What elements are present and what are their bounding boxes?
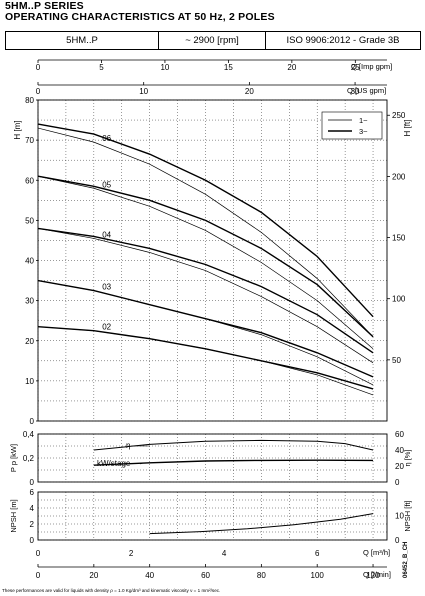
us-gpm-axis-label: Q [US gpm] (347, 86, 386, 95)
m3h-axis-label: Q [m³/h] (363, 548, 390, 557)
power-curve (93, 459, 374, 466)
power-label: kW/stage (97, 459, 131, 468)
m3h-tick-label: 6 (315, 549, 320, 558)
head-y-axis-label: H [m] (13, 120, 22, 139)
npsh-ft-tick-label: 0 (395, 536, 400, 545)
head-curve-03-1ph (37, 280, 374, 386)
lmin-axis-label: Q [l/min] (363, 570, 391, 579)
head-y-tick-label: 40 (25, 257, 34, 266)
imp-gpm-tick-label: 0 (36, 63, 41, 72)
standard-cell: ISO 9906:2012 - Grade 3B (265, 31, 421, 50)
npsh-curve (149, 513, 374, 535)
head-curve-04-1ph (37, 228, 374, 364)
npsh-ft-tick-label: 10 (395, 512, 404, 521)
m3h-tick-label: 4 (222, 549, 227, 558)
head-y-tick-label: 70 (25, 136, 34, 145)
eff-y-tick-label: 20 (395, 462, 404, 471)
head-curve-06-1ph (37, 127, 374, 337)
efficiency-curve (93, 439, 374, 451)
lmin-tick-label: 100 (311, 571, 325, 580)
imp-gpm-tick-label: 25 (351, 63, 360, 72)
imp-gpm-tick-label: 10 (160, 63, 169, 72)
legend-label-1ph: 1~ (359, 116, 368, 125)
curve-label-04: 04 (102, 230, 111, 239)
head-ft-tick-label: 150 (392, 234, 406, 243)
head-y-tick-label: 60 (25, 176, 34, 185)
lmin-tick-label: 0 (36, 571, 41, 580)
power-y-axis-label: P p [kW] (9, 444, 18, 472)
us-gpm-tick-label: 30 (351, 87, 360, 96)
imp-gpm-tick-label: 5 (99, 63, 104, 72)
drawing-code: 06452_B_CH (403, 541, 409, 578)
imp-gpm-tick-label: 20 (287, 63, 296, 72)
series-title: 5HM..P SERIES (5, 0, 84, 12)
npsh-y-tick-label: 2 (30, 520, 35, 529)
imp-gpm-axis-label: Q [Imp gpm] (351, 62, 392, 71)
head-y-tick-label: 20 (25, 337, 34, 346)
head-ft-tick-label: 200 (392, 172, 406, 181)
curve-label-03: 03 (102, 283, 111, 292)
head-curve-03-3ph (37, 279, 374, 378)
head-y-tick-label: 50 (25, 216, 34, 225)
npsh-y-tick-label: 4 (30, 504, 35, 513)
head-y-tick-label: 30 (25, 297, 34, 306)
lmin-tick-label: 20 (89, 571, 98, 580)
curve-label-02: 02 (102, 323, 111, 332)
lmin-tick-label: 80 (257, 571, 266, 580)
npsh-y-tick-label: 0 (30, 536, 35, 545)
legend-label-3ph: 3~ (359, 127, 368, 136)
efficiency-label: η (126, 441, 130, 450)
head-curve-02-1ph (37, 326, 374, 396)
head-y2-axis-label: H [ft] (403, 120, 412, 137)
power-y-tick-label: 0,4 (23, 430, 35, 439)
chart-subtitle: OPERATING CHARACTERISTICS AT 50 Hz, 2 PO… (5, 11, 275, 23)
power-leader (139, 462, 145, 465)
head-y-tick-label: 80 (25, 96, 34, 105)
npsh-y-axis-label: NPSH [m] (9, 499, 18, 532)
legend-box (321, 111, 383, 140)
eff-y-axis-label: η [%] (403, 449, 412, 466)
head-y-tick-label: 0 (30, 417, 35, 426)
lmin-tick-label: 60 (201, 571, 210, 580)
head-curve-05-1ph (37, 175, 374, 350)
eff-y-tick-label: 0 (395, 478, 400, 487)
us-gpm-tick-label: 20 (245, 87, 254, 96)
npsh-frame (37, 491, 388, 541)
eff-y-tick-label: 60 (395, 430, 404, 439)
head-curve-02-3ph (37, 326, 374, 390)
m3h-tick-label: 2 (129, 549, 134, 558)
us-gpm-tick-label: 0 (36, 87, 41, 96)
lmin-tick-label: 120 (366, 571, 380, 580)
npsh-y2-axis-label: NPSH [ft] (403, 500, 412, 531)
head-ft-tick-label: 100 (392, 295, 406, 304)
head-y-tick-label: 10 (25, 377, 34, 386)
curve-label-06: 06 (102, 134, 111, 143)
head-curve-05-3ph (37, 175, 374, 338)
power-frame (37, 433, 388, 483)
head-ft-tick-label: 50 (392, 356, 401, 365)
power-y-tick-label: 0,2 (23, 454, 35, 463)
head-ft-tick-label: 250 (392, 111, 406, 120)
curve-label-05: 05 (102, 180, 111, 189)
head-curve-06-3ph (37, 123, 374, 318)
power-y-tick-label: 0 (30, 478, 35, 487)
m3h-tick-label: 0 (36, 549, 41, 558)
lmin-tick-label: 40 (145, 571, 154, 580)
footer-note: These performances are valid for liquids… (2, 588, 221, 593)
npsh-y-tick-label: 6 (30, 488, 35, 497)
eff-y-tick-label: 40 (395, 446, 404, 455)
imp-gpm-tick-label: 15 (224, 63, 233, 72)
us-gpm-tick-label: 10 (139, 87, 148, 96)
head-curve-04-3ph (37, 227, 374, 354)
